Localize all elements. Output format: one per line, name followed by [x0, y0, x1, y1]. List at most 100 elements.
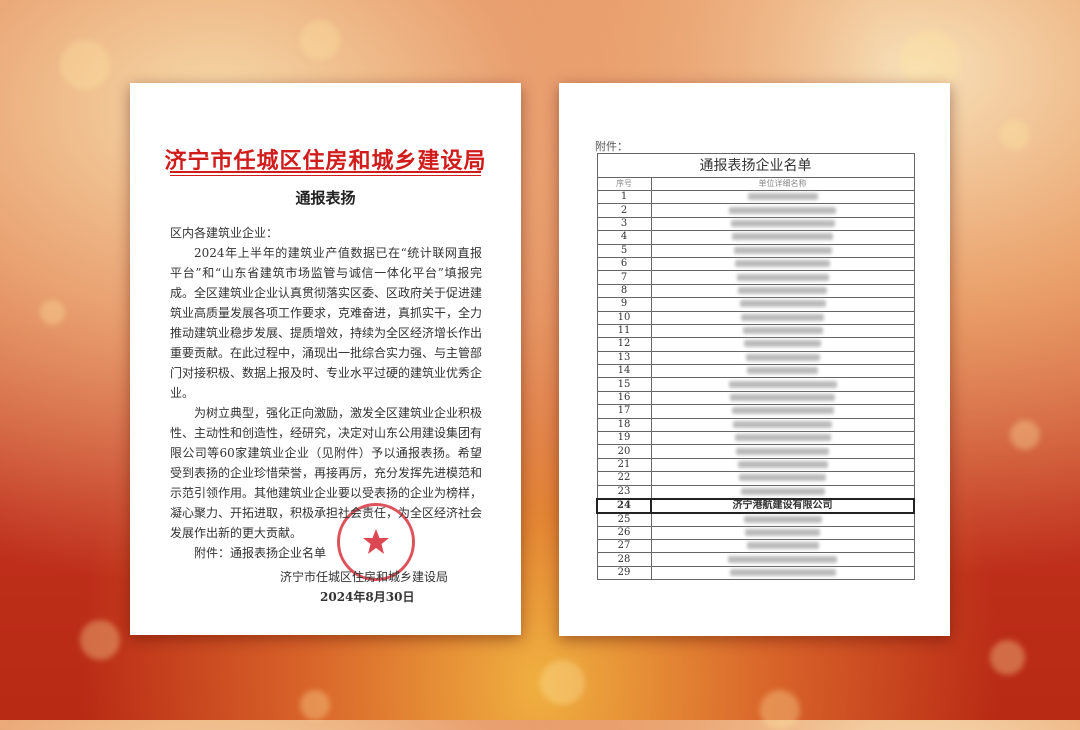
table-row: 11 — [596, 323, 915, 339]
signature: 济宁市任城区住房和城乡建设局 — [280, 570, 449, 584]
document-title: 通报表扬 — [295, 189, 356, 207]
redacted-name — [739, 474, 826, 482]
row-number: 23 — [596, 484, 652, 500]
bokeh-light — [1010, 420, 1040, 450]
issuer-header: 济宁市任城区住房和城乡建设局 — [164, 148, 487, 174]
table-title: 通报表扬企业名单 — [596, 153, 915, 178]
table-row: 14 — [596, 364, 915, 379]
redacted-name — [735, 260, 830, 268]
row-number: 8 — [596, 283, 652, 299]
redacted-name — [741, 313, 824, 321]
bokeh-light — [540, 660, 585, 705]
redacted-name — [731, 407, 834, 415]
row-number: 26 — [596, 525, 652, 540]
redacted-name — [737, 461, 828, 468]
table-row: 12 — [596, 337, 915, 352]
redacted-name — [729, 568, 836, 576]
bokeh-light — [760, 690, 800, 730]
bokeh-light — [40, 300, 65, 325]
company-name — [650, 552, 915, 567]
red-divider-thin — [170, 175, 481, 176]
notice-document: 济宁市任城区住房和城乡建设局 通报表扬 区内各建筑业企业： 2024年上半年的建… — [130, 83, 521, 635]
table-row: 18 — [596, 417, 915, 433]
table-row: 26 — [596, 525, 915, 540]
attachment-label: 附件： — [595, 140, 628, 153]
red-divider — [170, 171, 481, 173]
table-row: 5 — [596, 243, 915, 258]
row-number: 14 — [596, 364, 652, 379]
company-name — [650, 256, 915, 272]
column-header-name: 单位详细名称 — [650, 177, 915, 191]
company-name — [650, 565, 915, 581]
row-number: 6 — [596, 256, 652, 272]
column-header-no: 序号 — [596, 177, 652, 191]
row-number: 25 — [596, 512, 652, 527]
issue-date: 2024年8月30日 — [320, 590, 415, 604]
redacted-name — [747, 367, 818, 375]
paragraph: 2024年上半年的建筑业产值数据已在“统计联网直报平台”和“山东省建筑市场监管与… — [170, 246, 483, 400]
table-row: 25 — [596, 512, 915, 527]
table-row: 17 — [596, 404, 915, 419]
table-row: 13 — [596, 350, 915, 366]
row-number: 17 — [596, 404, 652, 419]
bokeh-light — [1000, 120, 1030, 150]
row-number: 16 — [596, 390, 652, 406]
row-number: 12 — [596, 337, 652, 352]
bokeh-light — [80, 620, 120, 660]
company-name — [650, 283, 915, 299]
redacted-name — [729, 206, 836, 214]
redacted-name — [747, 193, 818, 201]
row-number: 21 — [596, 457, 652, 473]
company-name — [650, 189, 915, 205]
company-name — [650, 203, 915, 218]
table-row: 24 济宁港航建设有限公司 — [596, 497, 915, 514]
redacted-name — [732, 233, 833, 241]
company-name — [650, 484, 915, 500]
row-number: 20 — [596, 444, 652, 459]
company-name — [650, 230, 915, 245]
redacted-name — [728, 380, 837, 388]
row-number: 1 — [596, 189, 652, 205]
company-name — [650, 431, 915, 446]
row-number: 27 — [596, 538, 652, 554]
row-number: 19 — [596, 431, 652, 446]
bokeh-light — [990, 640, 1025, 675]
attachment-document: 附件： 通报表扬企业名单 序号 单位详细名称 1 2 3 4 5 6 7 8 9 10 11 12 13… — [559, 83, 950, 636]
table-row: 6 — [596, 256, 915, 272]
company-name — [650, 323, 915, 339]
redacted-name — [730, 219, 835, 227]
company-name — [650, 270, 915, 285]
table-row: 8 — [596, 283, 915, 299]
official-seal — [337, 503, 415, 581]
table-row: 20 — [596, 444, 915, 459]
row-number: 9 — [596, 297, 652, 312]
star-icon — [363, 529, 389, 554]
redacted-name — [739, 300, 826, 308]
company-name — [650, 216, 915, 232]
table-row: 28 — [596, 552, 915, 567]
row-number: 5 — [596, 243, 652, 258]
row-number: 11 — [596, 323, 652, 339]
row-number: 24 — [596, 497, 652, 514]
row-number: 4 — [596, 230, 652, 245]
row-number: 10 — [596, 310, 652, 325]
redacted-name — [728, 555, 837, 563]
redacted-name — [738, 286, 827, 294]
company-name — [650, 538, 915, 554]
redacted-name — [743, 515, 822, 523]
table-row: 29 — [596, 565, 915, 581]
company-name — [650, 377, 915, 392]
row-number: 22 — [596, 471, 652, 486]
redacted-name — [734, 434, 831, 442]
row-number: 7 — [596, 270, 652, 285]
company-name — [650, 525, 915, 540]
redacted-name — [744, 340, 821, 348]
bokeh-light — [300, 690, 330, 720]
attachment-note: 附件：通报表扬企业名单 — [194, 546, 327, 560]
table-row: 9 — [596, 297, 915, 312]
company-name — [650, 444, 915, 459]
bokeh-light — [900, 30, 960, 90]
document-body: 区内各建筑业企业： 2024年上半年的建筑业产值数据已在“统计联网直报平台”和“… — [170, 223, 482, 607]
company-name — [650, 471, 915, 486]
paragraph: 为树立典型，强化正向激励，激发全区建筑业企业积极性、主动性和创造性，经研究，决定… — [170, 406, 483, 540]
